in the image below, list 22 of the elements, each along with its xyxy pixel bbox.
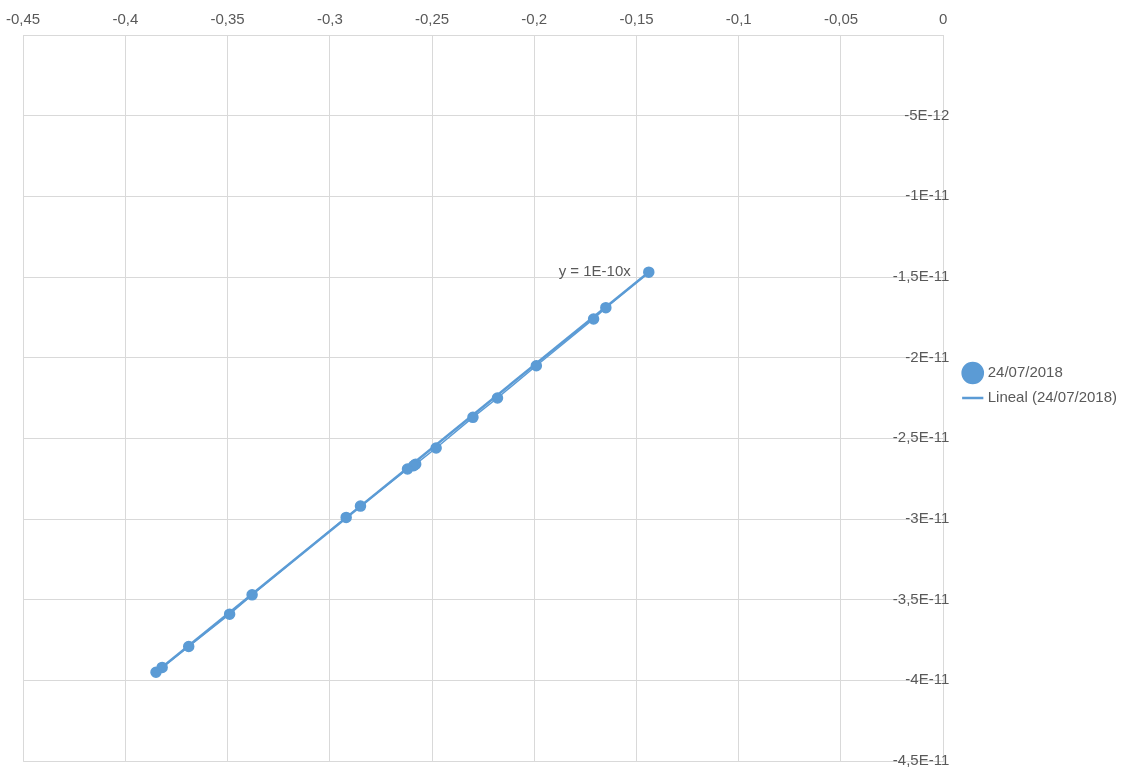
y-tick-label: -1E-11 xyxy=(905,186,950,204)
x-tick-label: -0,25 xyxy=(414,10,450,28)
y-tick-label: -4,5E-11 xyxy=(892,751,950,769)
y-tick-label: -4E-11 xyxy=(905,670,950,688)
y-tick-label: -1,5E-11 xyxy=(892,267,950,285)
annotation: y = 1E-10x xyxy=(558,262,632,280)
y-tick-label: -2,5E-11 xyxy=(892,428,950,446)
x-tick-label: -0,2 xyxy=(521,10,548,28)
x-tick-label: 0 xyxy=(939,10,948,28)
x-tick-label: -0,4 xyxy=(112,10,139,28)
legend-label: Lineal (24/07/2018) xyxy=(987,388,1117,406)
y-tick-label: -3E-11 xyxy=(905,509,950,527)
x-tick-label: -0,05 xyxy=(823,10,859,28)
y-tick-label: -2E-11 xyxy=(905,347,950,365)
x-tick-label: -0,3 xyxy=(316,10,343,28)
x-tick-label: -0,45 xyxy=(5,10,41,28)
legend-label: 24/07/2018 xyxy=(987,363,1063,381)
y-tick-label: -5E-12 xyxy=(904,105,950,123)
y-tick-label: -3,5E-11 xyxy=(892,589,950,607)
x-tick-label: -0,35 xyxy=(210,10,245,28)
x-tick-label: -0,15 xyxy=(619,10,654,28)
x-tick-label: -0,1 xyxy=(725,10,752,28)
